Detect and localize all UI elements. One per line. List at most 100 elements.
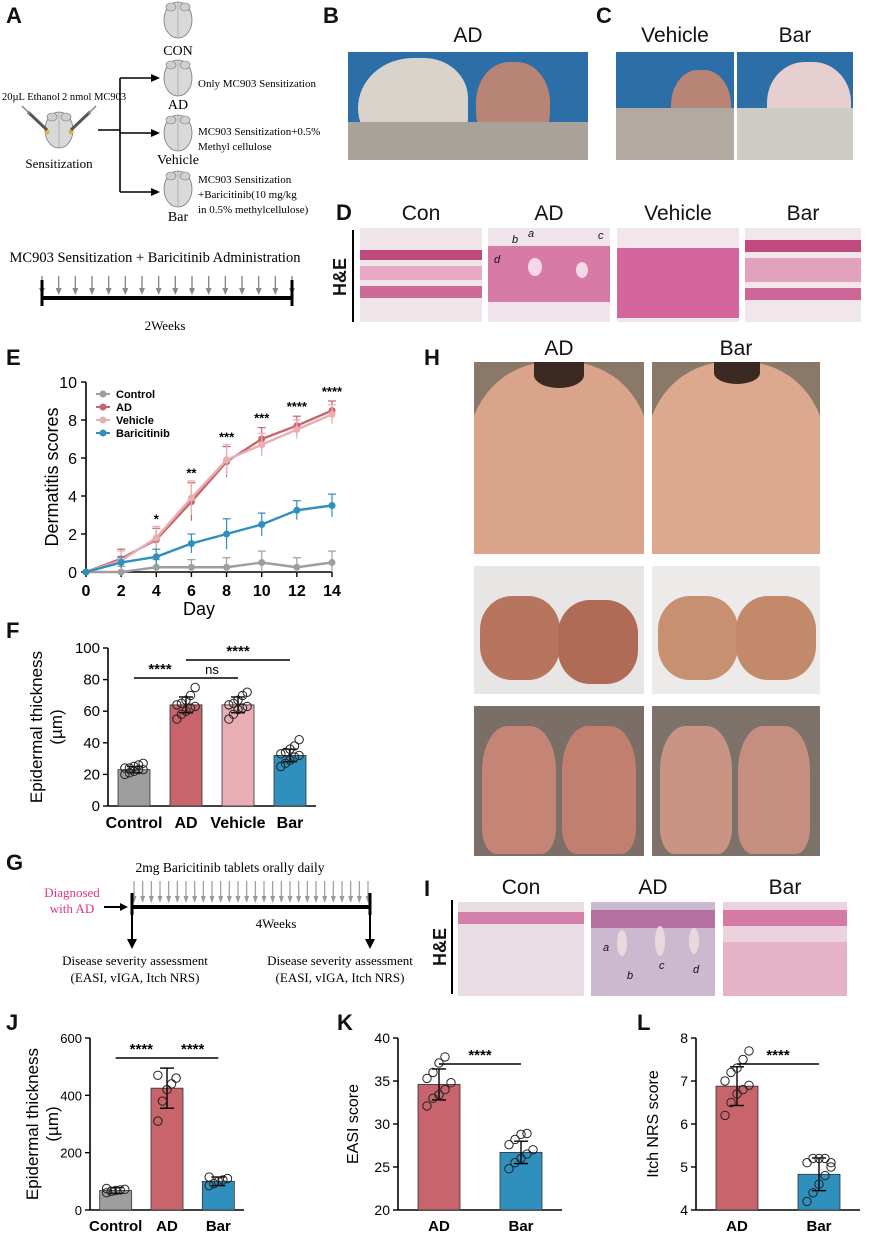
individual-point [814,1179,824,1189]
dose-arrowhead [72,288,79,295]
daily-dose-arrowhead [157,896,163,903]
mouse-icon-bar [163,170,193,208]
series-line-control [86,561,333,574]
dose-arrowhead [89,288,95,295]
individual-point [166,1079,177,1089]
individual-point [289,741,300,751]
panel-i-title-ad: AD [638,876,668,899]
daily-dose-arrowhead [140,896,146,903]
daily-dose-arrowhead [209,896,215,903]
panel-b-title: AD [453,24,483,47]
treatment-label: 2mg Baricitinib tablets orally daily [136,860,325,875]
individual-point [428,1067,438,1078]
individual-point [133,760,144,770]
panel-i-title-con: Con [501,876,541,899]
individual-point [157,1096,168,1106]
mouse-icon-vehicle [163,114,193,152]
diagnosed-line1: Diagnosed [44,885,100,900]
individual-point [213,1176,224,1187]
dose-arrowhead [155,288,162,295]
y-tick-label: 6 [680,1116,688,1132]
daily-dose-arrowhead [244,896,250,903]
category-label-ad: AD [428,1218,450,1235]
chart-e: 0 2 4 6 8 10 0 2 4 6 8 10 12 14 Day Dermatitis scores Co… [42,375,343,619]
individual-point [242,701,252,712]
daily-dose-arrowhead [261,896,267,903]
panel-i-con-histology [458,902,584,996]
data-point-control [187,563,195,571]
individual-point [738,1054,748,1065]
dose-arrowhead [139,288,145,295]
category-label-vehicle: Vehicle [210,815,265,832]
diagnosed-line2: with AD [50,901,94,916]
daily-dose-arrowhead [339,896,345,903]
significance-marker: **** [322,384,343,399]
legend-marker [99,403,107,411]
individual-point [744,1080,754,1090]
desc-vehicle-2: Methyl cellulose [198,141,272,153]
panel-label-k: K [337,1010,353,1035]
treatment-duration: 4Weeks [256,916,297,931]
individual-point [276,749,286,759]
daily-dose-arrowhead [174,896,180,903]
panel-label-f: F [6,618,20,643]
data-point-control [152,563,160,571]
data-point-control [293,563,301,571]
y-tick-label: 40 [83,735,100,752]
data-point-baricitinib [258,521,266,528]
syringe-icon-left [21,105,49,132]
y-tick-label: 6 [68,451,77,468]
y-tick-label: 600 [60,1031,82,1046]
individual-point [440,1052,450,1062]
panel-d-vehicle-histology [617,228,739,322]
daily-dose-arrowhead [226,896,232,903]
daily-dose-arrowhead [313,896,319,903]
panel-d-ad-histology: b a c d [488,228,610,322]
individual-point [242,687,252,697]
assessment-start-items: (EASI, vIGA, Itch NRS) [71,970,200,985]
desc-bar-3: in 0.5% methylcellulose) [198,204,309,216]
category-label-control: Control [89,1218,142,1235]
individual-point [744,1046,754,1056]
panel-d-title-vehicle: Vehicle [644,202,712,225]
comparison-label: **** [226,643,250,660]
panel-c-title-bar: Bar [778,24,812,47]
panel-d-title-ad: AD [534,202,564,225]
category-label-bar: Bar [806,1218,831,1235]
series-line-vehicle [85,413,333,574]
panel-i-title-bar: Bar [768,876,802,899]
i-annotation-c: c [659,960,665,972]
individual-point [826,1158,836,1168]
legend-label-baricitinib: Baricitinib [116,428,170,440]
individual-point [434,1058,444,1068]
comparison-label: **** [468,1047,492,1064]
individual-point [808,1153,818,1164]
individual-point [720,1076,730,1086]
data-point-control [258,559,266,566]
individual-point [190,701,200,712]
individual-point [129,761,139,772]
sensitization-label: Sensitization [25,156,93,171]
individual-point [826,1162,836,1172]
panel-h-ad-hands-photo [474,706,644,856]
data-point-control [223,563,231,571]
daily-dose-arrowhead [192,896,198,903]
y-axis-label-line1: Epidermal thickness [23,1048,42,1200]
individual-point [101,1183,112,1194]
comparison-label: ns [205,662,219,677]
individual-point [106,1186,116,1197]
individual-point [289,752,300,762]
individual-point [434,1090,444,1100]
panel-h-title-ad: AD [544,337,574,360]
panel-c-bar-photo [737,52,853,160]
dose-arrowhead [122,288,129,295]
y-tick-label: 8 [68,413,77,430]
individual-point [120,763,130,773]
data-point-vehicle [187,494,195,502]
y-axis-label-line1: Epidermal thickness [27,651,46,803]
data-point-vehicle [258,441,266,449]
panel-i-ad-histology: a b c d [591,902,715,996]
panel-d-title-con: Con [401,202,441,225]
dose-arrowhead [222,288,229,295]
panel-h-ad-back-photo [474,362,644,554]
